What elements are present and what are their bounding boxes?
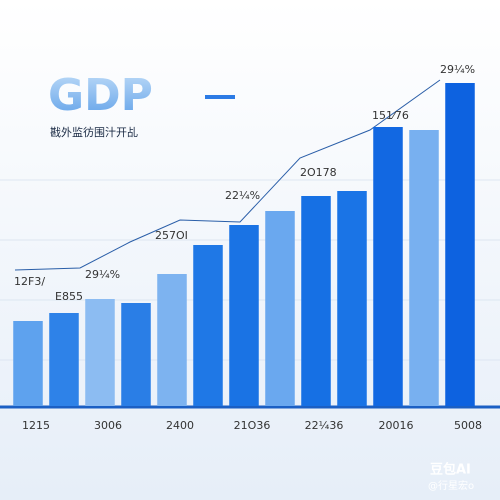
annotation: 257OI — [155, 229, 188, 242]
bar — [49, 313, 79, 406]
bar — [373, 127, 403, 406]
annotation: 29¼% — [440, 63, 475, 76]
x-tick-label: 20016 — [379, 419, 414, 432]
bar — [265, 211, 295, 406]
bar — [337, 191, 367, 406]
bar — [13, 321, 43, 406]
trend-line — [14, 79, 441, 271]
x-tick-label: 3006 — [94, 419, 122, 432]
x-tick-label: 1215 — [22, 419, 50, 432]
watermark: 豆包AI — [430, 462, 471, 478]
chart-title: GDP — [48, 70, 153, 121]
annotation: 151⁄76 — [372, 109, 409, 122]
annotation: 12F3/ — [14, 275, 45, 288]
annotation: E855 — [55, 290, 83, 303]
annotation: 22¼% — [225, 189, 260, 202]
bar — [409, 130, 439, 406]
annotation: 2O178 — [300, 166, 337, 179]
watermark: @行星宏o — [428, 479, 474, 492]
bar — [229, 225, 259, 406]
x-tick-label: 2400 — [166, 419, 194, 432]
chart-subtitle: 戡外监彷围汁开乩 — [50, 125, 138, 139]
bar — [157, 274, 187, 406]
bar — [121, 303, 151, 406]
x-tick-label: 21O36 — [234, 419, 271, 432]
annotation: 29¼% — [85, 268, 120, 281]
bar — [193, 245, 223, 406]
bar — [445, 83, 475, 406]
x-tick-label: 22¼36 — [305, 419, 344, 432]
bar — [301, 196, 331, 406]
title-dash — [205, 95, 235, 99]
bar — [85, 299, 115, 406]
x-tick-label: 5008 — [454, 419, 482, 432]
